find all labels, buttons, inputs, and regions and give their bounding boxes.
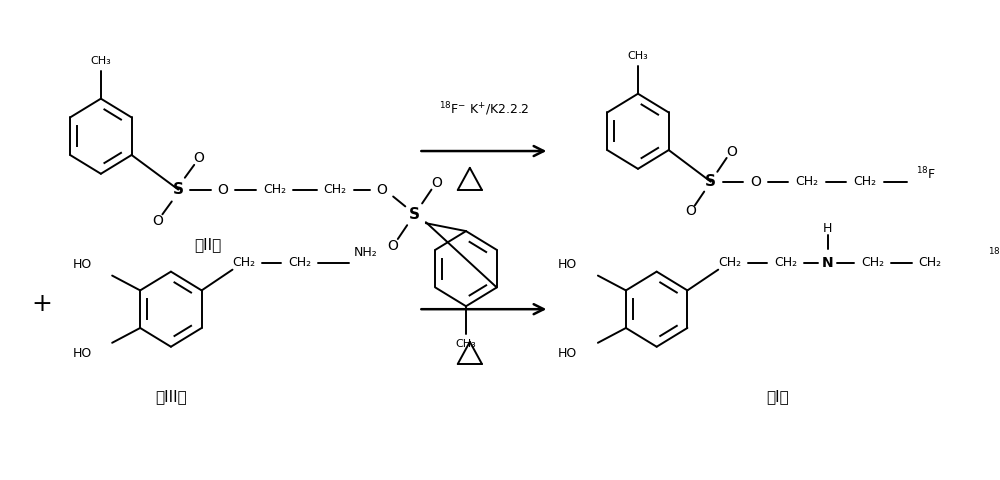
Text: CH₃: CH₃ — [456, 339, 476, 349]
Text: CH₂: CH₂ — [263, 183, 286, 196]
Text: CH₂: CH₂ — [919, 256, 942, 269]
Text: O: O — [750, 175, 761, 189]
Text: CH₂: CH₂ — [718, 256, 741, 269]
Text: O: O — [432, 176, 442, 190]
Text: $^{18}$F$^{-}$ K$^{+}$/K2.2.2: $^{18}$F$^{-}$ K$^{+}$/K2.2.2 — [439, 101, 529, 119]
Text: S: S — [173, 182, 184, 197]
Text: O: O — [685, 204, 696, 218]
Text: $^{18}$F: $^{18}$F — [916, 166, 936, 182]
Text: CH₂: CH₂ — [774, 256, 797, 269]
Text: HO: HO — [558, 347, 577, 360]
Text: S: S — [409, 207, 420, 222]
Text: NH₂: NH₂ — [353, 246, 377, 259]
Text: HO: HO — [72, 258, 92, 271]
Text: O: O — [387, 239, 398, 253]
Text: N: N — [822, 256, 833, 270]
Text: （II）: （II） — [195, 238, 222, 252]
Text: （I）: （I） — [767, 389, 789, 404]
Text: O: O — [726, 145, 737, 159]
Text: CH₂: CH₂ — [324, 183, 347, 196]
Text: S: S — [705, 174, 716, 189]
Text: CH₂: CH₂ — [861, 256, 884, 269]
Text: O: O — [377, 182, 387, 197]
Text: CH₂: CH₂ — [288, 256, 311, 269]
Text: CH₂: CH₂ — [232, 256, 255, 269]
Text: +: + — [32, 292, 52, 316]
Text: CH₃: CH₃ — [90, 56, 111, 66]
Text: O: O — [152, 214, 163, 228]
Text: O: O — [218, 182, 229, 197]
Text: HO: HO — [72, 347, 92, 360]
Text: （III）: （III） — [155, 389, 187, 404]
Text: H: H — [823, 222, 832, 235]
Text: CH₂: CH₂ — [853, 175, 876, 188]
Text: HO: HO — [558, 258, 577, 271]
Text: CH₃: CH₃ — [628, 51, 648, 61]
Text: O: O — [193, 151, 204, 165]
Text: $^{18}$F: $^{18}$F — [988, 247, 1000, 263]
Text: CH₂: CH₂ — [795, 175, 819, 188]
